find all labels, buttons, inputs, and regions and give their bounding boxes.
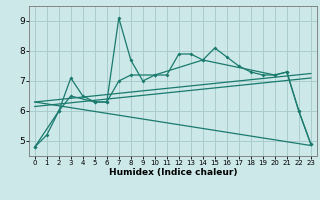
X-axis label: Humidex (Indice chaleur): Humidex (Indice chaleur)	[108, 168, 237, 177]
